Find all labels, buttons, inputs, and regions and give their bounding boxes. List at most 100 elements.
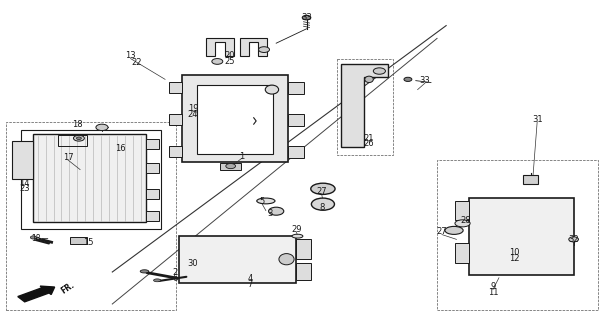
Polygon shape: [240, 38, 267, 56]
Text: 3: 3: [268, 209, 273, 218]
Ellipse shape: [445, 227, 463, 234]
Bar: [523, 175, 538, 184]
Ellipse shape: [569, 237, 578, 242]
Text: 27: 27: [316, 187, 327, 196]
Text: 29: 29: [291, 225, 302, 234]
Bar: [70, 237, 87, 244]
Ellipse shape: [373, 68, 385, 74]
Text: 33: 33: [419, 76, 430, 85]
Text: 28: 28: [461, 216, 472, 225]
Text: 12: 12: [509, 254, 520, 263]
Text: 1: 1: [239, 152, 244, 161]
Ellipse shape: [311, 198, 334, 210]
Ellipse shape: [244, 107, 260, 112]
Bar: [437, 160, 598, 310]
Text: 20: 20: [224, 52, 235, 60]
Ellipse shape: [459, 222, 466, 225]
Ellipse shape: [76, 137, 81, 140]
Text: 19: 19: [188, 104, 198, 113]
FancyArrow shape: [18, 286, 55, 302]
Ellipse shape: [404, 77, 412, 82]
Bar: [288, 114, 304, 126]
Ellipse shape: [73, 135, 84, 141]
Ellipse shape: [450, 228, 458, 233]
Text: 4: 4: [248, 274, 253, 283]
Ellipse shape: [96, 124, 108, 131]
Text: 18―: 18―: [32, 234, 49, 243]
Ellipse shape: [215, 60, 220, 63]
Bar: [169, 114, 182, 125]
Text: 18: 18: [72, 120, 83, 129]
Polygon shape: [206, 38, 234, 56]
Text: 31: 31: [532, 115, 543, 124]
Ellipse shape: [212, 59, 223, 64]
Text: 7: 7: [248, 280, 253, 289]
Ellipse shape: [259, 47, 270, 52]
Text: 6: 6: [172, 274, 177, 283]
Text: 27: 27: [436, 228, 447, 236]
Polygon shape: [197, 85, 273, 154]
Text: 16: 16: [115, 144, 126, 153]
Text: 21: 21: [364, 134, 375, 143]
Ellipse shape: [257, 198, 275, 204]
Polygon shape: [179, 236, 296, 283]
Text: 5: 5: [260, 197, 265, 206]
Bar: [146, 211, 159, 221]
Text: 2: 2: [172, 268, 177, 277]
Bar: [455, 201, 469, 220]
Text: 14: 14: [19, 179, 30, 188]
Ellipse shape: [154, 279, 161, 282]
Bar: [288, 82, 304, 94]
Text: 11: 11: [487, 288, 498, 297]
Ellipse shape: [292, 234, 303, 238]
Bar: [296, 239, 311, 259]
Ellipse shape: [572, 238, 576, 241]
Text: 25: 25: [224, 57, 235, 66]
Polygon shape: [337, 59, 393, 155]
Bar: [146, 163, 159, 173]
Bar: [58, 135, 87, 146]
Bar: [146, 189, 159, 199]
Ellipse shape: [140, 270, 149, 273]
Ellipse shape: [311, 183, 335, 194]
Ellipse shape: [316, 185, 330, 192]
Text: 15: 15: [83, 238, 93, 247]
Text: 33: 33: [301, 13, 312, 22]
Ellipse shape: [269, 207, 283, 215]
Bar: [146, 139, 159, 149]
Bar: [12, 141, 33, 179]
Ellipse shape: [377, 70, 382, 72]
Ellipse shape: [30, 236, 36, 239]
Ellipse shape: [257, 98, 268, 104]
Ellipse shape: [279, 254, 294, 265]
Bar: [288, 146, 304, 158]
Ellipse shape: [365, 76, 373, 83]
Bar: [169, 82, 182, 93]
Polygon shape: [182, 75, 288, 162]
Text: 22: 22: [131, 58, 142, 67]
Text: 32: 32: [568, 235, 579, 244]
Text: 30: 30: [188, 260, 198, 268]
Text: 17: 17: [63, 153, 73, 162]
Text: 24: 24: [188, 110, 198, 119]
Text: 8: 8: [319, 203, 324, 212]
Text: 9: 9: [490, 282, 495, 291]
Bar: [455, 243, 469, 263]
Bar: [220, 163, 241, 170]
Bar: [296, 263, 311, 280]
Polygon shape: [341, 64, 388, 147]
Text: FR.: FR.: [59, 280, 76, 295]
Ellipse shape: [265, 85, 279, 94]
Ellipse shape: [320, 203, 326, 206]
Bar: [169, 146, 182, 157]
Text: 23: 23: [19, 184, 30, 193]
Polygon shape: [33, 134, 146, 222]
Ellipse shape: [455, 220, 470, 227]
Ellipse shape: [302, 15, 311, 20]
Polygon shape: [469, 198, 574, 275]
Bar: [6, 122, 176, 310]
Text: 10: 10: [509, 248, 520, 257]
Ellipse shape: [273, 210, 279, 213]
Ellipse shape: [226, 164, 236, 169]
Polygon shape: [21, 130, 161, 229]
